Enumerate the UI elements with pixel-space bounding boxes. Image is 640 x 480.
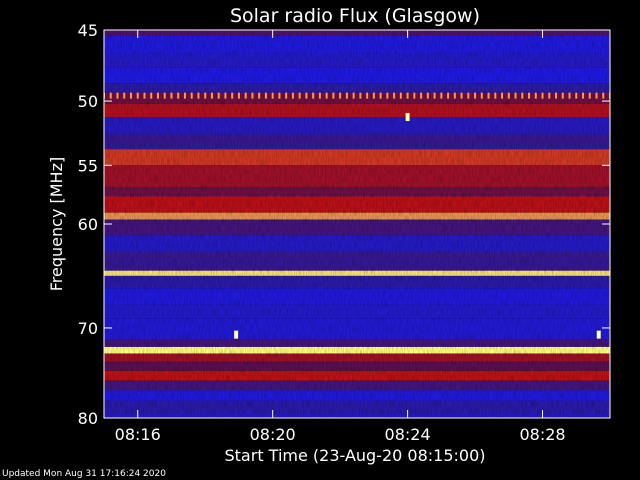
x-axis-label: Start Time (23-Aug-20 08:15:00)	[225, 446, 486, 465]
x-tick-label: 08:16	[115, 425, 161, 444]
noise-texture	[104, 30, 610, 418]
interference-dot	[420, 92, 423, 99]
interference-dot	[602, 92, 605, 99]
interference-dot	[528, 92, 531, 99]
interference-dot	[379, 92, 382, 99]
interference-dot	[332, 92, 335, 99]
interference-dot	[372, 92, 375, 99]
interference-dot	[366, 92, 369, 99]
interference-dot	[258, 92, 261, 99]
y-tick-label: 50	[78, 92, 98, 111]
interference-dot	[507, 92, 510, 99]
interference-dot	[123, 92, 126, 99]
interference-dot	[494, 92, 497, 99]
burst-spike-core	[597, 332, 600, 337]
interference-dot	[156, 92, 159, 99]
interference-dot	[433, 92, 436, 99]
interference-dot	[312, 92, 315, 99]
interference-dot	[109, 92, 112, 99]
interference-dot	[548, 92, 551, 99]
interference-dot	[426, 92, 429, 99]
interference-dot	[197, 92, 200, 99]
interference-dot	[291, 92, 294, 99]
x-axis-ticks: 08:16 08:20 08:24 08:28	[115, 30, 566, 444]
interference-dot	[204, 92, 207, 99]
interference-dot	[217, 92, 220, 99]
y-axis-label: Frequency [MHz]	[47, 157, 66, 291]
interference-dot	[352, 92, 355, 99]
interference-dot	[129, 92, 132, 99]
interference-dot	[555, 92, 558, 99]
interference-dot	[582, 92, 585, 99]
interference-dot	[406, 92, 409, 99]
interference-dot	[150, 92, 153, 99]
plot-area	[104, 30, 610, 418]
interference-dot	[460, 92, 463, 99]
interference-dot	[345, 92, 348, 99]
interference-dot	[116, 92, 119, 99]
interference-dot	[575, 92, 578, 99]
interference-dot	[521, 92, 524, 99]
chart-title: Solar radio Flux (Glasgow)	[230, 5, 480, 27]
y-tick-label: 70	[78, 319, 98, 338]
interference-dot	[264, 92, 267, 99]
interference-dot	[413, 92, 416, 99]
interference-dot	[467, 92, 470, 99]
y-axis-ticks: 45 50 55 60 70 80	[78, 21, 610, 428]
x-tick-label: 08:20	[250, 425, 296, 444]
interference-dot	[588, 92, 591, 99]
interference-dot	[163, 92, 166, 99]
y-tick-label: 60	[78, 215, 98, 234]
interference-dot	[453, 92, 456, 99]
interference-dot	[561, 92, 564, 99]
interference-dot	[210, 92, 213, 99]
interference-dot	[447, 92, 450, 99]
interference-dot	[386, 92, 389, 99]
updated-timestamp: Updated Mon Aug 31 17:16:24 2020	[2, 469, 166, 479]
interference-dot	[487, 92, 490, 99]
y-tick-label: 80	[78, 409, 98, 428]
interference-dot	[480, 92, 483, 99]
interference-dot	[143, 92, 146, 99]
interference-dot	[325, 92, 328, 99]
interference-dot	[305, 92, 308, 99]
interference-dot	[183, 92, 186, 99]
burst-spike-core	[235, 332, 238, 337]
interference-dot	[231, 92, 234, 99]
x-tick-label: 08:24	[385, 425, 431, 444]
periodic-interference	[104, 92, 610, 99]
interference-dot	[595, 92, 598, 99]
interference-dot	[285, 92, 288, 99]
interference-dot	[136, 92, 139, 99]
interference-dot	[440, 92, 443, 99]
y-tick-label: 45	[78, 21, 98, 40]
y-tick-label: 55	[78, 156, 98, 175]
interference-dot	[244, 92, 247, 99]
interference-dot	[359, 92, 362, 99]
interference-dot	[474, 92, 477, 99]
interference-dot	[514, 92, 517, 99]
burst-spike-core	[406, 115, 409, 120]
interference-dot	[501, 92, 504, 99]
interference-dot	[541, 92, 544, 99]
interference-dot	[318, 92, 321, 99]
x-tick-label: 08:28	[519, 425, 565, 444]
interference-dot	[568, 92, 571, 99]
burst-spikes	[234, 113, 601, 339]
interference-dot	[339, 92, 342, 99]
interference-dot	[224, 92, 227, 99]
interference-dot	[278, 92, 281, 99]
interference-dot	[271, 92, 274, 99]
interference-dot	[393, 92, 396, 99]
interference-dot	[534, 92, 537, 99]
interference-dot	[399, 92, 402, 99]
interference-dot	[251, 92, 254, 99]
interference-dot	[170, 92, 173, 99]
interference-dot	[298, 92, 301, 99]
interference-dot	[237, 92, 240, 99]
interference-dot	[190, 92, 193, 99]
interference-dot	[177, 92, 180, 99]
